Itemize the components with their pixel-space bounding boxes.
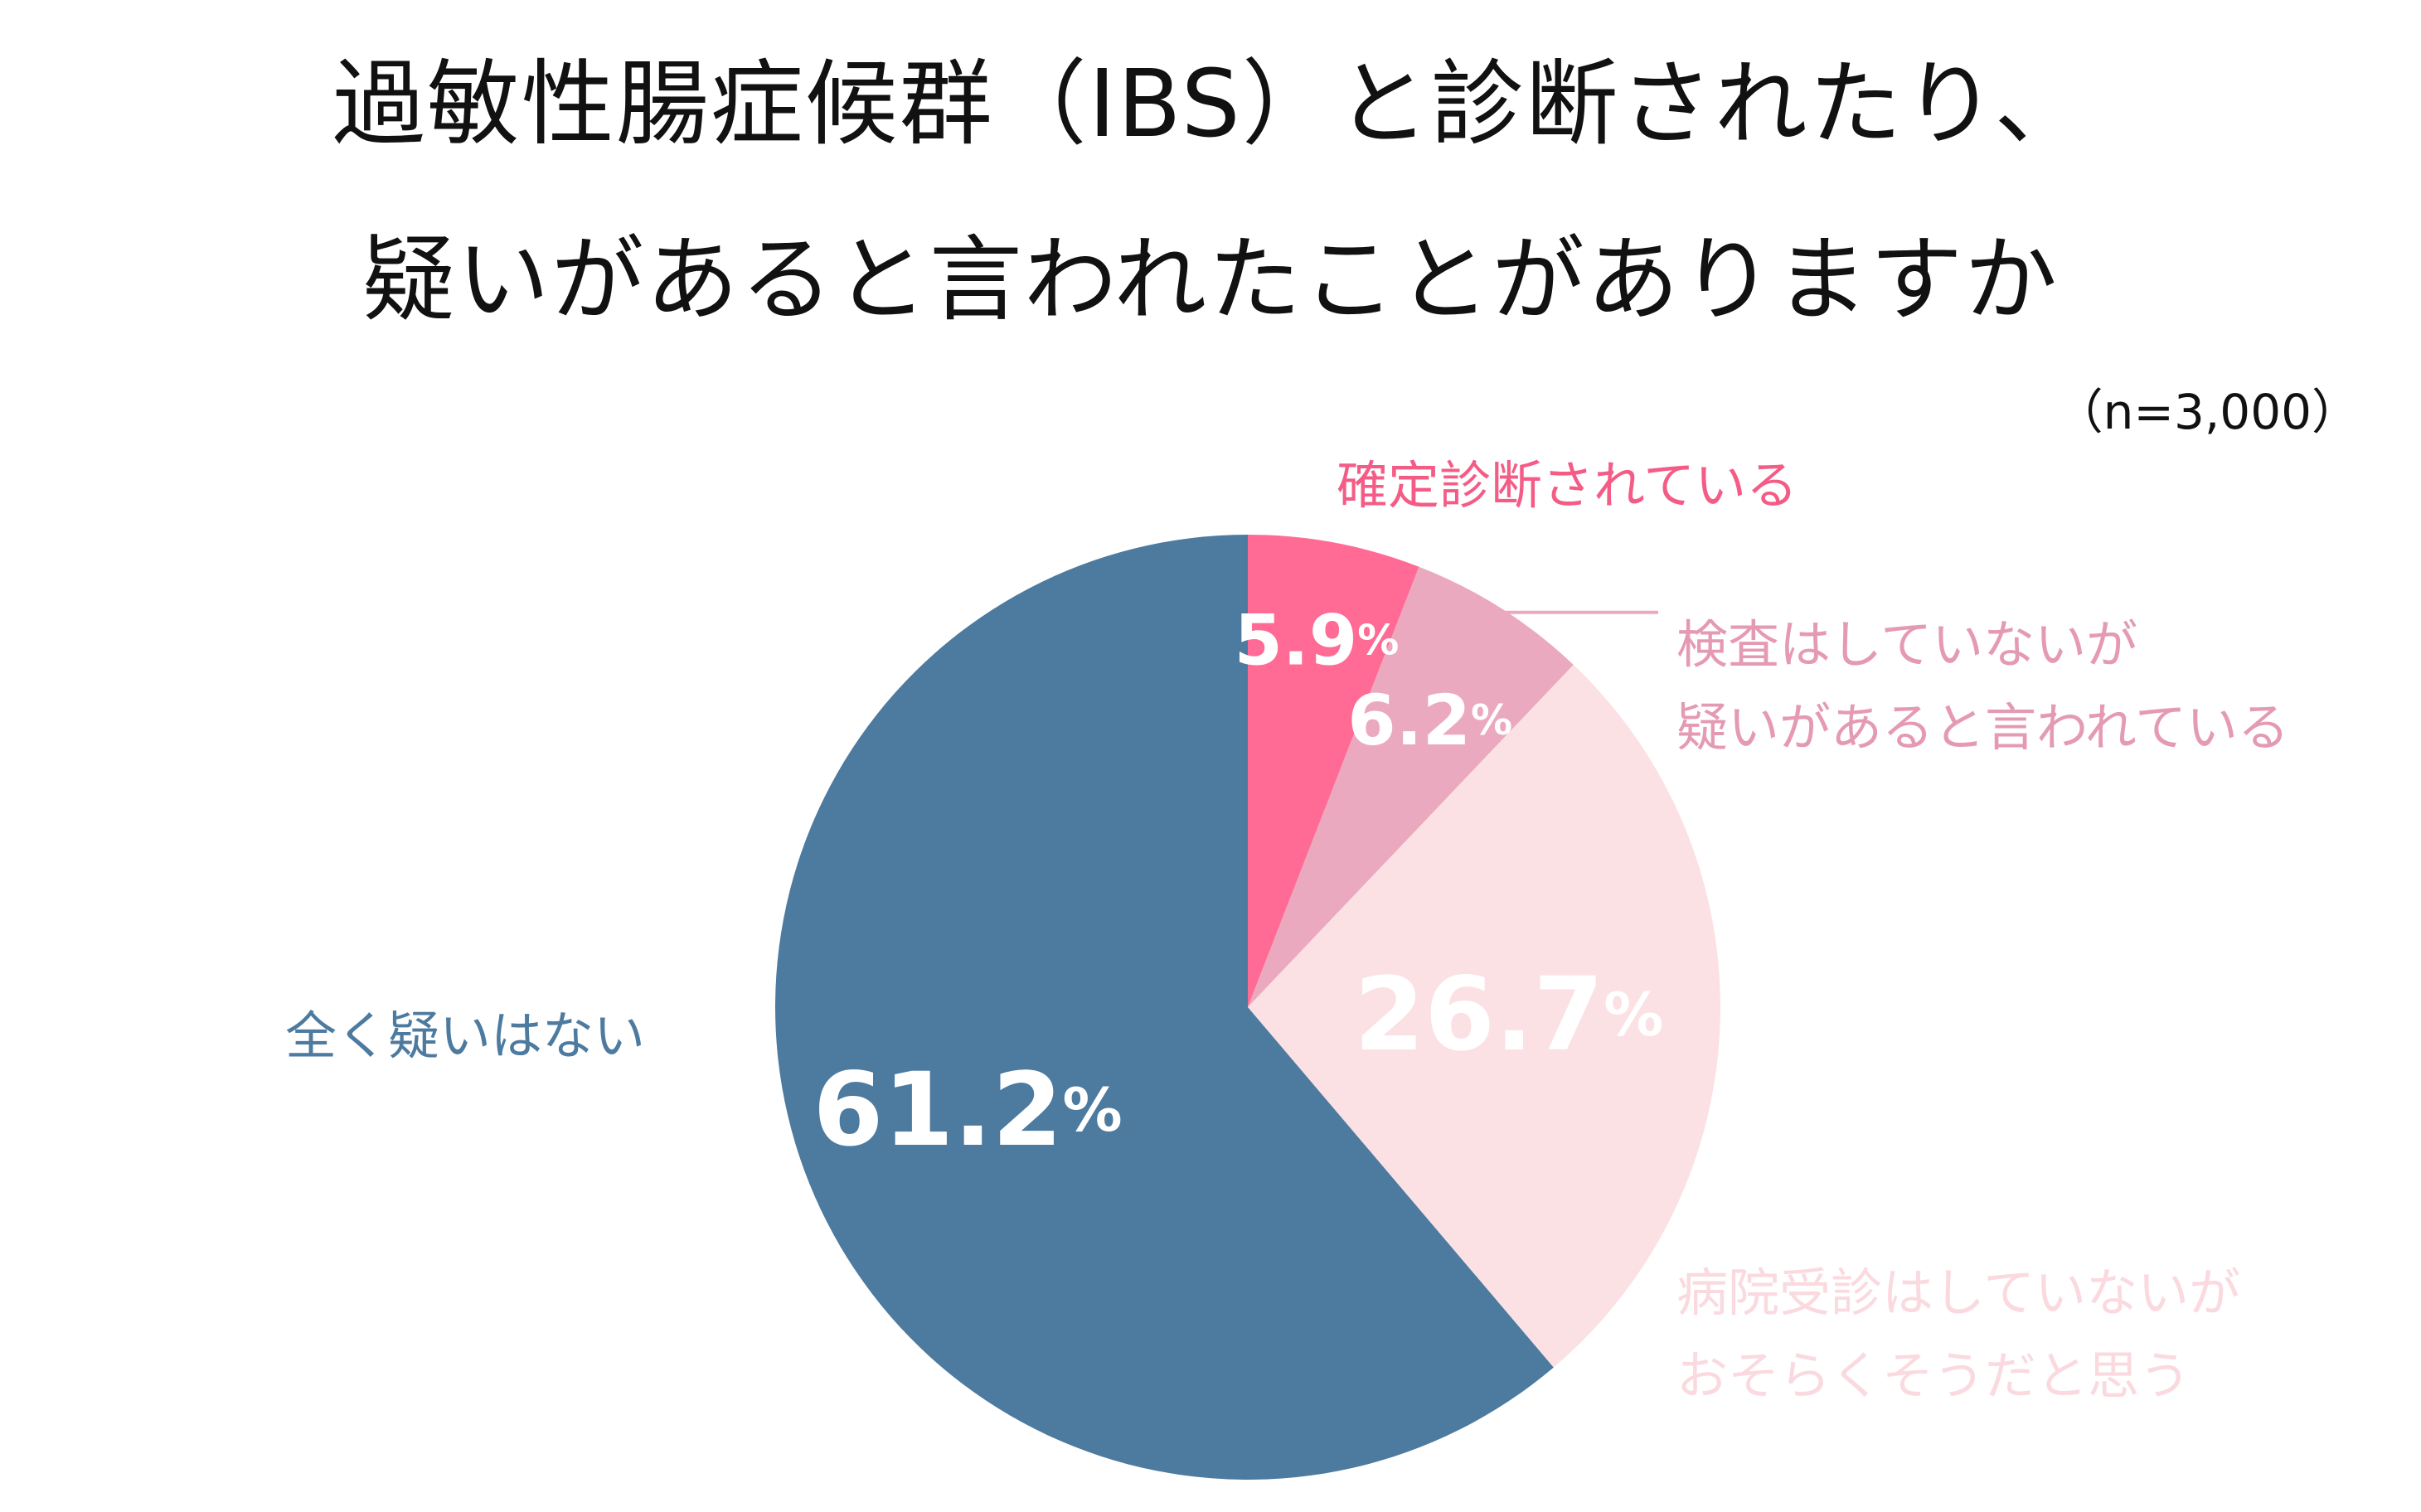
category-label-suspected-by-doctor: 検査はしていないが 疑いがあると言われている	[1676, 603, 2289, 770]
pie-slices	[775, 535, 1720, 1480]
category-label-no-suspicion-line-1: 全く疑いはない	[285, 1006, 646, 1066]
category-label-confirmed: 確定診断されている	[1337, 444, 1798, 527]
sample-size-note: （n=3,000）	[2055, 384, 2360, 440]
value-label-suspected-by-doctor: 6.2%	[1347, 680, 1512, 761]
pie-slice-self-suspected	[1248, 664, 1720, 1368]
category-label-suspected-by-doctor-line-1: 検査はしていないが	[1676, 614, 2138, 675]
category-label-self-suspected-line-2: おそらくそうだと思う	[1676, 1345, 2191, 1407]
chart-title-line-1: 過敏性腸症候群（IBS）と診断されたり、	[332, 51, 2089, 158]
category-label-no-suspicion: 全く疑いはない	[285, 995, 645, 1078]
category-label-suspected-by-doctor-line-2: 疑いがあると言われている	[1676, 697, 2290, 758]
value-labels: 5.9%6.2% 26.7% 61.2%	[813, 600, 1663, 1169]
pie-slice-no-suspicion	[775, 535, 1554, 1480]
value-label-self-suspected: 26.7%	[1354, 956, 1663, 1073]
value-label-no-suspicion: 61.2%	[813, 1051, 1122, 1169]
category-label-confirmed-line-1: 確定診断されている	[1337, 455, 1798, 516]
category-label-self-suspected-line-1: 病院受診はしていないが	[1676, 1262, 2241, 1323]
value-label-confirmed: 5.9%	[1234, 600, 1399, 681]
category-label-self-suspected: 病院受診はしていないが おそらくそうだと思う	[1676, 1252, 2240, 1418]
chart-title-line-2: 疑いがあると言われたことがありますか	[361, 226, 2060, 334]
pie-slice-suspected-by-doctor	[1248, 566, 1574, 1007]
pie-slice-confirmed	[1248, 535, 1419, 1007]
